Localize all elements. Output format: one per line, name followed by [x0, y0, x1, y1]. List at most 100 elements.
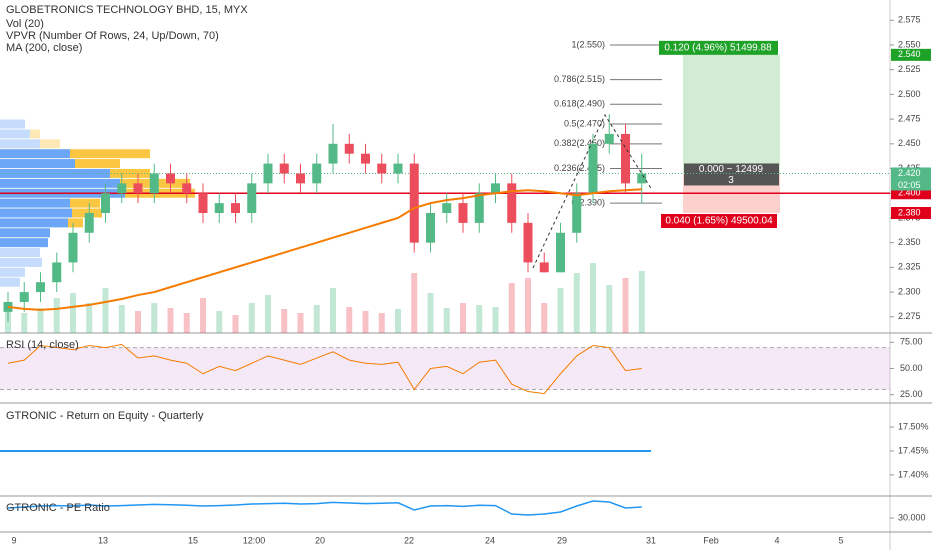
x-tick-label: 15 — [188, 535, 198, 545]
pe-line — [7, 500, 642, 516]
volume-bar — [378, 313, 385, 333]
volume-bar — [362, 311, 369, 333]
candle-body — [523, 222, 533, 263]
volume-bar — [86, 303, 93, 333]
rsi-band — [0, 347, 890, 390]
pane-title: GTRONIC - PE Ratio — [6, 502, 110, 514]
x-tick-label: 24 — [485, 535, 495, 545]
volume-bar — [216, 311, 223, 333]
volume-bar — [492, 307, 499, 333]
volume-bar — [248, 303, 255, 333]
candle-body — [588, 143, 598, 194]
candle-body — [621, 133, 630, 184]
y-tick-label: 2.450 — [898, 138, 921, 148]
volume-bar — [476, 305, 483, 333]
mid-label-bg — [684, 163, 779, 186]
volume-bar — [21, 313, 28, 333]
volume-bar — [281, 309, 288, 333]
volume-bar — [606, 285, 613, 333]
candle-body — [296, 173, 305, 184]
y-tick-label: 17.40% — [898, 469, 929, 479]
x-tick-label: 5 — [838, 535, 843, 545]
candle-body — [84, 213, 94, 233]
indicator-legend: MA (200, close) — [6, 42, 82, 54]
fib-trend — [532, 113, 653, 269]
vpvr-up — [0, 178, 120, 188]
price-marker — [891, 48, 931, 61]
y-tick-label: 2.300 — [898, 286, 921, 296]
volume-bar — [265, 295, 271, 333]
volume-bar — [622, 278, 629, 333]
candle-body — [214, 203, 224, 214]
volume-bar — [443, 308, 450, 333]
candle-body — [328, 143, 338, 164]
vpvr-down — [30, 129, 40, 139]
x-tick-label: 31 — [646, 535, 656, 545]
y-tick-label: 2.275 — [898, 311, 921, 321]
fib-label: 0.236(2.425) — [554, 163, 605, 173]
target-zone — [683, 54, 780, 174]
mid-label: 0.000 ~ 12499 — [699, 164, 764, 175]
vpvr-down — [40, 139, 60, 149]
vpvr-down — [70, 198, 100, 208]
volume-bar — [135, 311, 141, 333]
x-tick-label: 4 — [774, 535, 779, 545]
candle-body — [426, 213, 435, 243]
price-marker-label: 2.540 — [898, 49, 921, 59]
y-tick-label: 2.575 — [898, 15, 921, 25]
candle-body — [36, 282, 45, 293]
candle-body — [52, 262, 62, 283]
volume-bar — [525, 278, 531, 333]
x-tick-label: 12:00 — [243, 535, 266, 545]
candle-body — [198, 193, 208, 214]
volume-bar — [346, 307, 353, 333]
volume-bar — [541, 303, 548, 333]
vpvr-up — [0, 257, 42, 267]
y-tick-label: 2.550 — [898, 39, 921, 49]
vpvr-down — [68, 218, 83, 228]
volume-bar — [590, 263, 596, 333]
volume-bar — [118, 305, 125, 333]
countdown-bg — [891, 179, 931, 191]
stop-label: 0.040 (1.65%) 49500.04 — [665, 216, 773, 227]
y-tick-label: 2.350 — [898, 237, 921, 247]
x-tick-label: 13 — [98, 535, 108, 545]
volume-bar — [297, 313, 304, 333]
pane-title: RSI (14, close) — [6, 339, 79, 351]
x-tick-label: 29 — [557, 535, 567, 545]
stop-label-bg — [661, 214, 777, 229]
y-tick-label: 2.500 — [898, 89, 921, 99]
volume-bar — [508, 283, 515, 333]
vpvr-up — [0, 139, 40, 149]
candle-body — [604, 133, 614, 144]
volume-bar — [183, 313, 190, 333]
y-tick-label: 2.475 — [898, 113, 921, 123]
candle-body — [458, 203, 468, 223]
y-tick-label: 75.00 — [900, 337, 923, 347]
chart-title: GLOBETRONICS TECHNOLOGY BHD, 15, MYX — [6, 4, 248, 16]
candle-body — [474, 193, 484, 223]
y-tick-label: 30.000 — [898, 512, 926, 522]
candle-body — [68, 232, 78, 263]
vpvr-up — [0, 208, 72, 218]
candle-body — [117, 183, 127, 194]
indicator-legend: Vol (20) — [6, 18, 44, 30]
vpvr-down — [75, 159, 120, 169]
candle-body — [442, 203, 452, 214]
vpvr-up — [0, 238, 48, 248]
candle-body — [231, 203, 240, 214]
x-tick-label: 22 — [404, 535, 414, 545]
candle-body — [166, 173, 175, 184]
volume-bar — [427, 293, 434, 333]
countdown: 02:05 — [898, 180, 921, 190]
candle-body — [409, 163, 419, 243]
fib-label: 1(2.550) — [571, 39, 605, 49]
volume-bar — [557, 288, 564, 333]
target-label: 0.120 (4.96%) 51499.88 — [664, 42, 772, 53]
ma-line — [7, 188, 642, 311]
vpvr-up — [0, 267, 25, 277]
candle-body — [133, 183, 143, 194]
candle-body — [279, 163, 289, 174]
